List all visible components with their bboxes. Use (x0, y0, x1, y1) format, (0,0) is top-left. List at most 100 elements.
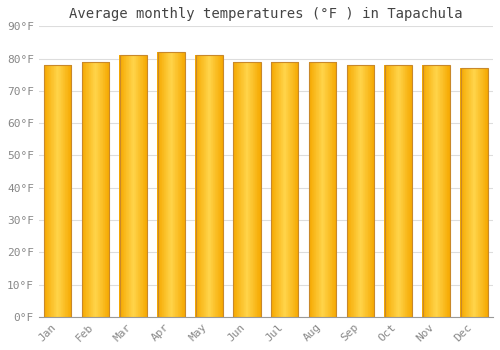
Bar (448, 65, 449, 317)
Bar (236, 62, 237, 317)
Bar (286, 62, 287, 317)
Bar (371, 65, 372, 317)
Bar (141, 55, 142, 317)
Bar (242, 62, 243, 317)
Bar (478, 68, 479, 317)
Bar (164, 52, 165, 317)
Bar (398, 65, 399, 317)
Bar (167, 52, 168, 317)
Bar (273, 62, 274, 317)
Bar (87, 62, 88, 317)
Bar (484, 68, 486, 317)
Bar (122, 55, 123, 317)
Bar (47, 65, 48, 317)
Bar (327, 62, 328, 317)
Bar (95, 62, 96, 317)
Bar (176, 52, 177, 317)
Bar (166, 52, 167, 317)
Bar (427, 65, 428, 317)
Bar (44, 65, 72, 317)
Bar (90, 62, 92, 317)
Bar (106, 62, 107, 317)
Bar (243, 62, 244, 317)
Bar (158, 52, 160, 317)
Bar (278, 62, 280, 317)
Bar (126, 55, 127, 317)
Bar (358, 65, 359, 317)
Bar (211, 55, 212, 317)
Bar (434, 65, 435, 317)
Bar (220, 55, 221, 317)
Bar (235, 62, 236, 317)
Bar (162, 52, 163, 317)
Bar (222, 55, 223, 317)
Bar (144, 55, 146, 317)
Bar (372, 65, 373, 317)
Bar (275, 62, 276, 317)
Bar (71, 65, 72, 317)
Bar (449, 65, 450, 317)
Bar (364, 65, 365, 317)
Bar (178, 52, 179, 317)
Bar (64, 65, 66, 317)
Bar (291, 62, 292, 317)
Bar (472, 68, 474, 317)
Bar (326, 62, 327, 317)
Bar (280, 62, 281, 317)
Bar (180, 52, 181, 317)
Bar (97, 62, 98, 317)
Bar (365, 65, 366, 317)
Bar (237, 62, 238, 317)
Bar (332, 62, 333, 317)
Bar (289, 62, 290, 317)
Bar (348, 65, 350, 317)
Bar (170, 52, 172, 317)
Bar (287, 62, 288, 317)
Bar (410, 65, 411, 317)
Bar (70, 65, 71, 317)
Bar (160, 52, 161, 317)
Bar (181, 52, 182, 317)
Bar (221, 55, 222, 317)
Bar (140, 55, 141, 317)
Bar (98, 62, 99, 317)
Bar (430, 65, 432, 317)
Bar (271, 62, 272, 317)
Bar (370, 65, 371, 317)
Bar (319, 62, 320, 317)
Bar (66, 65, 67, 317)
Bar (45, 65, 46, 317)
Bar (127, 55, 128, 317)
Bar (460, 68, 461, 317)
Bar (250, 62, 251, 317)
Bar (367, 65, 368, 317)
Bar (298, 62, 299, 317)
Bar (329, 62, 330, 317)
Bar (446, 65, 447, 317)
Bar (207, 55, 208, 317)
Bar (433, 65, 434, 317)
Bar (356, 65, 357, 317)
Bar (54, 65, 55, 317)
Bar (463, 68, 464, 317)
Bar (204, 55, 205, 317)
Bar (408, 65, 409, 317)
Bar (165, 52, 166, 317)
Bar (68, 65, 69, 317)
Bar (423, 65, 424, 317)
Bar (245, 62, 246, 317)
Bar (294, 62, 296, 317)
Bar (120, 55, 121, 317)
Bar (202, 55, 203, 317)
Bar (362, 65, 364, 317)
Bar (135, 55, 136, 317)
Bar (217, 55, 218, 317)
Bar (483, 68, 484, 317)
Bar (465, 68, 466, 317)
Bar (438, 65, 439, 317)
Bar (470, 68, 472, 317)
Bar (50, 65, 51, 317)
Bar (101, 62, 102, 317)
Bar (257, 62, 258, 317)
Bar (318, 62, 319, 317)
